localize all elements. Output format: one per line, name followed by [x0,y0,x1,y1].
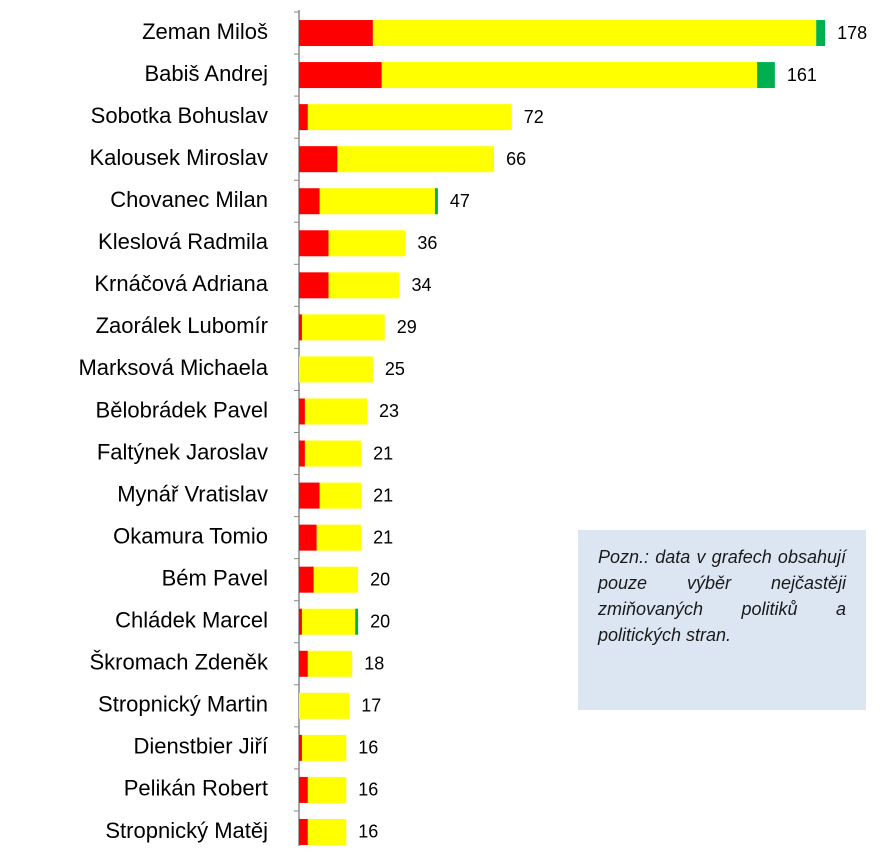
bar-segment [299,272,329,299]
bar-segment [307,776,347,803]
category-label: Babiš Andrej [144,61,268,86]
bar-segment [307,650,353,677]
total-label: 20 [370,611,390,631]
bar-segment [299,818,308,845]
bar-segment [319,188,435,215]
category-label: Chovanec Milan [110,187,268,212]
bar-segment [299,314,302,341]
bar-segment [372,20,817,47]
total-label: 16 [358,822,378,842]
category-label: Okamura Tomio [113,523,268,548]
bar-segment [328,272,400,299]
category-label: Zaorálek Lubomír [96,313,268,338]
total-label: 21 [373,527,393,547]
total-label: 161 [787,65,817,85]
bar-segment [299,146,338,173]
bar-segment [301,314,385,341]
total-label: 16 [358,780,378,800]
bar-segment [816,20,826,47]
bar-segment [434,188,438,215]
category-label: Faltýnek Jaroslav [97,439,268,464]
bar-segment [299,356,373,383]
category-label: Kalousek Miroslav [89,145,268,170]
category-label: Bém Pavel [162,565,268,590]
total-label: 21 [373,485,393,505]
bar-segment [301,734,347,761]
bar-segment [299,734,302,761]
category-label: Krnáčová Adriana [94,271,268,296]
bar-segment [307,104,512,131]
bar-segment [304,398,367,425]
total-label: 16 [358,738,378,758]
bar-segment [304,440,362,467]
bar-segment [299,650,308,677]
bar-segment [381,62,758,89]
bar-segment [313,566,359,593]
bar-segment [307,818,347,845]
category-label: Mynář Vratislav [117,481,268,506]
bar-segment [299,440,305,467]
category-label: Pelikán Robert [124,776,268,801]
bar-segment [299,230,329,257]
bar-segment [299,398,305,425]
bar-segment [337,146,495,173]
total-label: 66 [506,149,526,169]
category-label: Stropnický Martin [98,692,268,717]
bar-segment [299,776,308,803]
total-label: 36 [417,233,437,253]
category-label: Škromach Zdeněk [89,650,269,675]
bar-segment [299,608,302,635]
bar-segment [299,188,320,215]
category-label: Dienstbier Jiří [134,734,268,759]
bar-segment [299,20,373,47]
bar-segment [299,482,320,509]
bar-segment [299,566,314,593]
total-label: 20 [370,569,390,589]
total-label: 72 [524,107,544,127]
bar-segment [319,482,362,509]
total-label: 25 [385,359,405,379]
bar-segment [299,524,317,551]
total-label: 17 [361,696,381,716]
bar-segment [355,608,359,635]
category-label: Marksová Michaela [78,355,268,380]
category-label: Stropnický Matěj [105,818,268,843]
total-label: 34 [411,275,431,295]
category-label: Bělobrádek Pavel [96,397,268,422]
total-label: 18 [364,654,384,674]
total-label: 23 [379,401,399,421]
total-label: 21 [373,443,393,463]
bar-segment [757,62,775,89]
note: Pozn.: data v grafech obsahují pouze výb… [578,530,866,710]
total-label: 178 [837,23,867,43]
bar-segment [301,608,356,635]
bar-segment [316,524,362,551]
category-label: Zeman Miloš [142,19,268,44]
total-label: 47 [450,191,470,211]
category-label: Chládek Marcel [115,608,268,633]
bar-segment [299,62,382,89]
bar-segment [328,230,406,257]
total-label: 29 [397,317,417,337]
category-label: Sobotka Bohuslav [91,103,268,128]
bar-segment [299,104,308,131]
category-label: Kleslová Radmila [98,229,269,254]
bar-segment [299,692,350,719]
